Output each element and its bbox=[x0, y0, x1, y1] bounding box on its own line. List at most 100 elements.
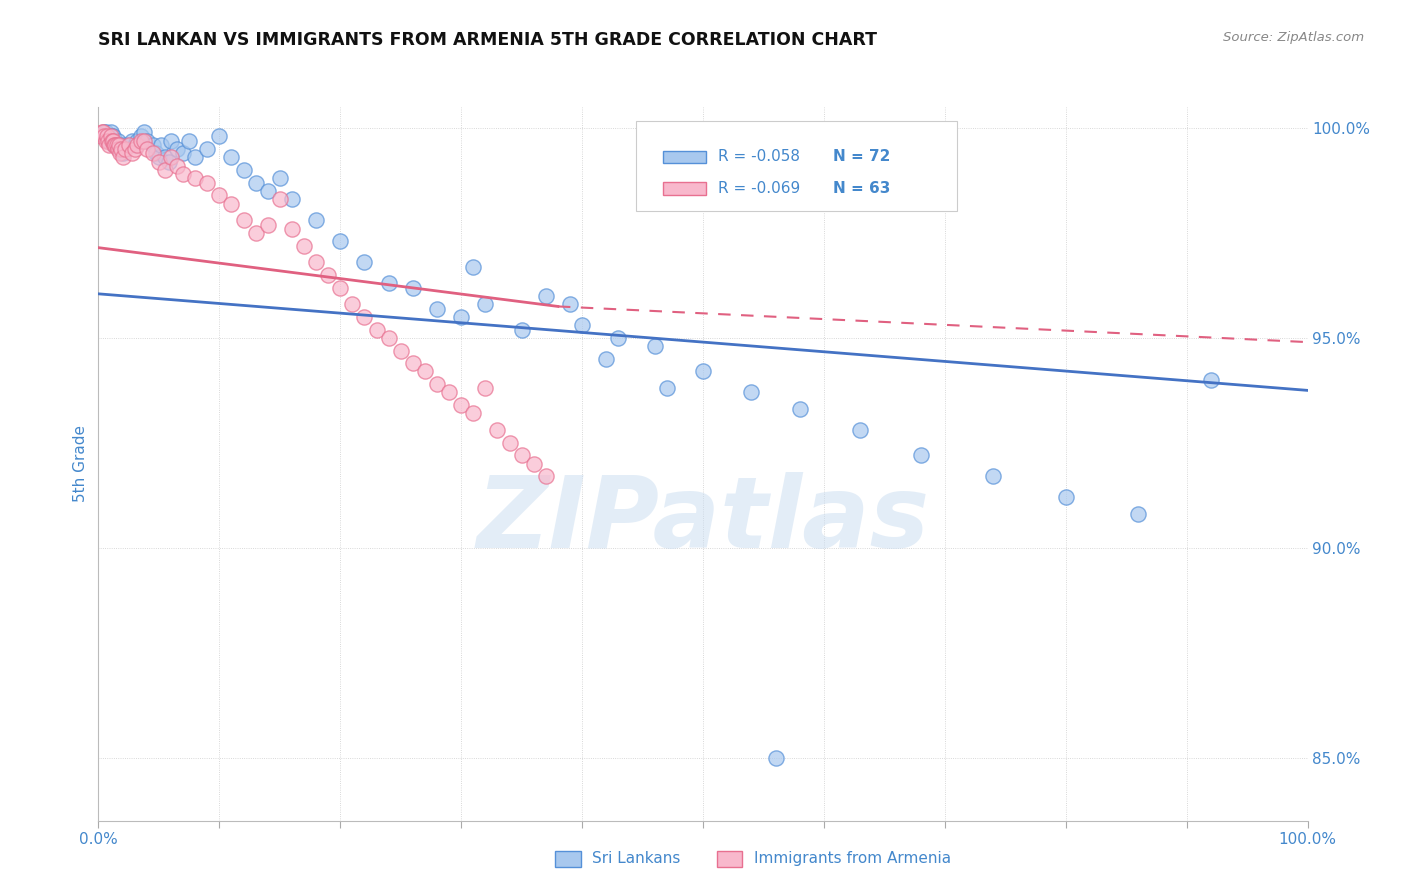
Point bbox=[571, 318, 593, 333]
Point bbox=[498, 435, 520, 450]
Point bbox=[108, 137, 131, 152]
Point bbox=[148, 154, 170, 169]
Point bbox=[208, 188, 231, 202]
Point bbox=[981, 469, 1004, 483]
Point bbox=[97, 129, 120, 144]
Point bbox=[153, 150, 176, 164]
Point bbox=[329, 280, 352, 294]
FancyBboxPatch shape bbox=[637, 121, 957, 211]
Point bbox=[129, 134, 152, 148]
Text: R = -0.069: R = -0.069 bbox=[717, 181, 800, 196]
Point bbox=[184, 171, 207, 186]
Point bbox=[134, 134, 156, 148]
Point bbox=[342, 297, 364, 311]
Point bbox=[94, 134, 117, 148]
Point bbox=[740, 385, 762, 400]
Bar bbox=[664, 182, 706, 194]
Text: ZIPatlas: ZIPatlas bbox=[477, 473, 929, 569]
Point bbox=[142, 146, 165, 161]
Point bbox=[100, 129, 122, 144]
Point bbox=[97, 134, 120, 148]
Text: Sri Lankans: Sri Lankans bbox=[592, 852, 681, 866]
Point bbox=[558, 297, 581, 311]
Point bbox=[114, 137, 136, 152]
Point bbox=[377, 331, 399, 345]
Point bbox=[100, 134, 122, 148]
Point bbox=[413, 364, 436, 378]
Point bbox=[150, 137, 173, 152]
Point bbox=[692, 364, 714, 378]
Point bbox=[655, 381, 678, 395]
Point bbox=[195, 142, 218, 156]
Point bbox=[129, 129, 152, 144]
Point bbox=[108, 146, 131, 161]
Point bbox=[353, 255, 375, 269]
Point bbox=[108, 137, 131, 152]
Point bbox=[281, 193, 304, 207]
Point bbox=[426, 301, 449, 316]
Point bbox=[100, 129, 122, 144]
Point bbox=[104, 137, 127, 152]
Point bbox=[105, 137, 128, 152]
Point bbox=[523, 457, 546, 471]
Point bbox=[245, 176, 267, 190]
Point bbox=[281, 221, 304, 235]
Point bbox=[110, 142, 132, 156]
Point bbox=[195, 176, 218, 190]
Point bbox=[486, 423, 509, 437]
Point bbox=[534, 289, 557, 303]
Point bbox=[145, 146, 167, 161]
Point bbox=[96, 129, 118, 144]
Point bbox=[474, 381, 496, 395]
Point bbox=[121, 134, 143, 148]
Point bbox=[103, 137, 125, 152]
Point bbox=[160, 150, 183, 164]
Point bbox=[644, 339, 666, 353]
Point bbox=[153, 163, 176, 178]
Point bbox=[256, 218, 278, 232]
Point bbox=[118, 137, 141, 152]
Text: Immigrants from Armenia: Immigrants from Armenia bbox=[754, 852, 950, 866]
Point bbox=[474, 297, 496, 311]
Point bbox=[534, 469, 557, 483]
Point bbox=[389, 343, 412, 358]
Text: N = 63: N = 63 bbox=[832, 181, 890, 196]
Bar bbox=[664, 151, 706, 163]
Point bbox=[110, 142, 132, 156]
Point bbox=[595, 351, 617, 366]
Point bbox=[104, 134, 127, 148]
Point bbox=[127, 134, 149, 148]
Text: SRI LANKAN VS IMMIGRANTS FROM ARMENIA 5TH GRADE CORRELATION CHART: SRI LANKAN VS IMMIGRANTS FROM ARMENIA 5T… bbox=[98, 31, 877, 49]
Point bbox=[127, 137, 149, 152]
Point bbox=[607, 331, 630, 345]
Point bbox=[101, 129, 124, 144]
Point bbox=[166, 142, 188, 156]
Point bbox=[100, 125, 122, 139]
Point bbox=[142, 137, 165, 152]
Point bbox=[765, 750, 787, 764]
Point bbox=[93, 125, 115, 139]
Point bbox=[245, 226, 267, 240]
Point bbox=[463, 260, 485, 274]
Point bbox=[232, 213, 254, 227]
Point bbox=[353, 310, 375, 324]
Point bbox=[510, 449, 533, 463]
Point bbox=[305, 213, 328, 227]
Point bbox=[426, 377, 449, 392]
Point bbox=[232, 163, 254, 178]
Point bbox=[292, 238, 315, 252]
Point bbox=[269, 171, 291, 186]
Text: N = 72: N = 72 bbox=[832, 150, 890, 164]
Point bbox=[98, 134, 121, 148]
Point bbox=[148, 150, 170, 164]
Point bbox=[105, 137, 128, 152]
Point bbox=[134, 125, 156, 139]
Point bbox=[100, 134, 122, 148]
Point bbox=[269, 193, 291, 207]
Point bbox=[437, 385, 460, 400]
Point bbox=[124, 142, 146, 156]
Point bbox=[910, 449, 932, 463]
Point bbox=[463, 407, 485, 421]
Point bbox=[402, 356, 425, 370]
Point bbox=[172, 167, 194, 181]
